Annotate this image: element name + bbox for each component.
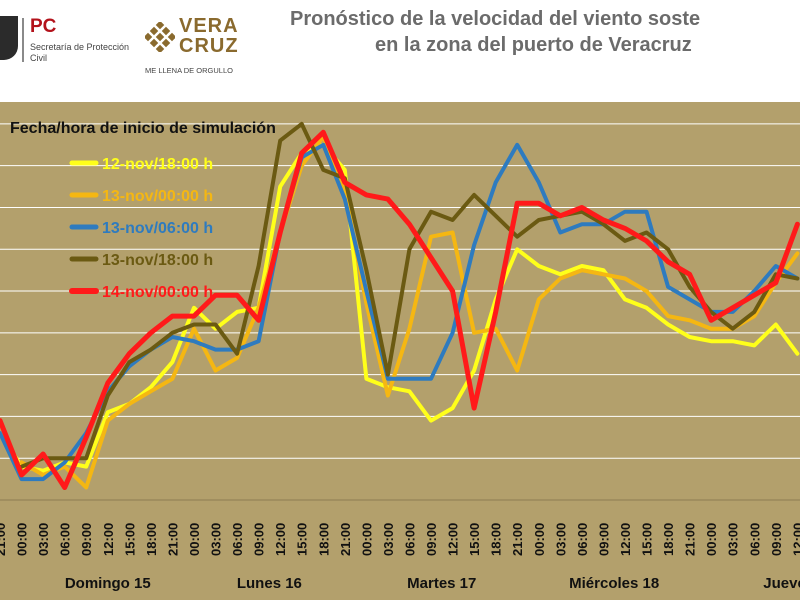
day-labels: Domingo 15 Lunes 16 Martes 17 Miércoles 18 J… (65, 575, 800, 592)
x-tick-label: 21:00 (510, 523, 525, 556)
x-tick-label: 03:00 (381, 523, 396, 556)
x-tick-label: 15:00 (467, 523, 482, 556)
x-tick-label: 00:00 (187, 523, 202, 556)
x-tick-labels: 21:00 00:00 03:00 06:00 09:00 12:00 15:00 18:00… (0, 523, 800, 556)
x-tick-label: 09:00 (79, 523, 94, 556)
x-tick-label: 12:00 (790, 523, 800, 556)
x-tick-label: 21:00 (338, 523, 353, 556)
proteccion-civil-logo: PC Secretaría de Protección Civil (0, 14, 130, 74)
x-tick-label: 06:00 (747, 523, 762, 556)
veracruz-logo: VERA CRUZ ME LLENA DE ORGULLO (145, 16, 255, 86)
x-tick-label: 18:00 (316, 523, 331, 556)
day-label-3: Martes 17 (407, 575, 476, 592)
x-tick-label: 09:00 (252, 523, 267, 556)
chart-title: Pronóstico de la velocidad del viento so… (290, 6, 800, 58)
x-tick-label: 09:00 (424, 523, 439, 556)
x-tick-label: 03:00 (36, 523, 51, 556)
legend: Fecha/hora de inicio de simulación 12-no… (10, 120, 276, 301)
legend-label-4: 13-nov/18:00 h (102, 252, 213, 269)
x-tick-label: 18:00 (661, 523, 676, 556)
x-tick-label: 09:00 (769, 523, 784, 556)
x-tick-label: 09:00 (596, 523, 611, 556)
pc-abbr: PC (30, 16, 57, 37)
x-tick-label: 12:00 (273, 523, 288, 556)
x-tick-label: 15:00 (295, 523, 310, 556)
state-shield-icon (0, 16, 18, 60)
day-label-1: Domingo 15 (65, 575, 151, 592)
x-tick-label: 12:00 (101, 523, 116, 556)
x-tick-label: 18:00 (489, 523, 504, 556)
day-label-2: Lunes 16 (237, 575, 302, 592)
series-line-2 (19, 134, 800, 490)
series-line-4 (19, 121, 800, 469)
veracruz-knot-icon (145, 22, 175, 52)
header: PC Secretaría de Protección Civil VERA C… (0, 0, 800, 100)
series-lines (0, 121, 800, 490)
x-tick-label: 03:00 (553, 523, 568, 556)
x-tick-label: 03:00 (726, 523, 741, 556)
x-tick-label: 15:00 (640, 523, 655, 556)
day-label-4: Miércoles 18 (569, 575, 659, 592)
x-tick-label: 06:00 (575, 523, 590, 556)
legend-label-1: 12-nov/18:00 h (102, 156, 213, 173)
x-tick-label: 00:00 (359, 523, 374, 556)
legend-label-3: 13-nov/06:00 h (102, 220, 213, 237)
title-line-1: Pronóstico de la velocidad del viento so… (290, 8, 701, 30)
veracruz-tagline: ME LLENA DE ORGULLO (145, 66, 233, 75)
x-tick-label: 21:00 (0, 523, 8, 556)
x-tick-label: 00:00 (15, 523, 30, 556)
series-line-5 (0, 129, 800, 490)
x-tick-label: 03:00 (209, 523, 224, 556)
veracruz-wordmark: VERA CRUZ (179, 15, 239, 57)
series-line-3 (0, 142, 800, 482)
x-tick-label: 00:00 (532, 523, 547, 556)
x-tick-label: 21:00 (165, 523, 180, 556)
title-line-2: en la zona del puerto de Veracruz (375, 34, 692, 56)
x-tick-label: 12:00 (618, 523, 633, 556)
legend-label-5: 14-nov/00:00 h (102, 284, 213, 301)
x-tick-label: 06:00 (58, 523, 73, 556)
x-tick-label: 18:00 (144, 523, 159, 556)
legend-label-2: 13-nov/00:00 h (102, 188, 213, 205)
day-label-5: Jueves (763, 575, 800, 592)
x-tick-label: 15:00 (122, 523, 137, 556)
pc-subtitle: Secretaría de Protección Civil (30, 42, 130, 63)
x-tick-label: 12:00 (446, 523, 461, 556)
x-tick-label: 06:00 (230, 523, 245, 556)
logo-divider (22, 18, 24, 62)
grid-lines (0, 123, 800, 459)
x-tick-label: 21:00 (683, 523, 698, 556)
x-tick-label: 00:00 (704, 523, 719, 556)
legend-title: Fecha/hora de inicio de simulación (10, 120, 276, 137)
x-tick-label: 06:00 (402, 523, 417, 556)
